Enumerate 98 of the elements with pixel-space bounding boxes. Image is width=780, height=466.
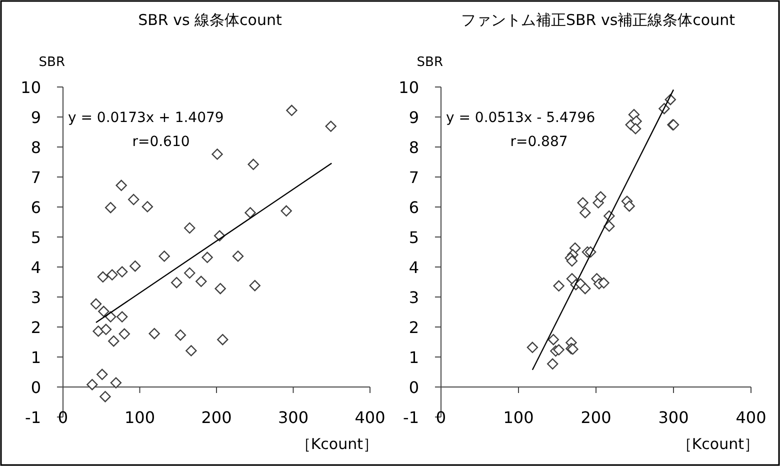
point	[553, 280, 564, 292]
point	[98, 306, 110, 317]
point	[118, 328, 130, 340]
y-tick-label: 7	[408, 168, 419, 187]
point	[128, 194, 140, 206]
point	[100, 391, 111, 402]
y-tick-label: 7	[30, 168, 41, 187]
point	[96, 368, 108, 380]
x-axis-title: ［Kcount］	[676, 435, 759, 453]
y-tick-label: 8	[408, 138, 419, 157]
y-tick-label: 9	[408, 108, 419, 127]
point	[86, 379, 98, 390]
point	[244, 207, 256, 218]
point	[577, 197, 588, 208]
point	[116, 311, 128, 322]
x-tick-label: 400	[736, 408, 766, 427]
y-tick-label: 8	[30, 138, 41, 157]
x-tick-label: 0	[436, 408, 446, 427]
point	[547, 358, 558, 370]
y-tick-label: 6	[408, 198, 419, 217]
point	[100, 324, 112, 335]
x-tick-label: 200	[580, 408, 612, 427]
point	[553, 344, 564, 356]
point	[110, 377, 122, 388]
point	[212, 148, 223, 160]
y-tick-label: -1	[25, 408, 41, 427]
x-axis-title: ［Kcount］	[296, 435, 378, 453]
point	[90, 298, 102, 310]
point	[97, 271, 109, 282]
point	[598, 277, 610, 288]
chart-title: ファントム補正SBR vs補正線条体count	[460, 11, 736, 29]
point	[595, 191, 606, 202]
point	[116, 180, 127, 191]
point	[148, 328, 160, 340]
y-tick-label: 0	[408, 378, 419, 397]
x-tick-label: 300	[658, 408, 689, 427]
y-tick-label: 10	[20, 78, 41, 97]
point	[286, 104, 298, 116]
x-tick-label: 200	[201, 408, 232, 427]
point	[130, 260, 141, 272]
chart-title: SBR vs 線条体count	[138, 11, 282, 29]
y-tick-label: 5	[408, 228, 419, 247]
point	[158, 250, 170, 262]
annotation: y = 0.0173x + 1.4079	[68, 110, 224, 126]
point	[580, 207, 591, 218]
point	[202, 252, 213, 263]
annotation: r=0.887	[510, 134, 568, 150]
point	[604, 220, 615, 232]
y-tick-label: 9	[30, 108, 41, 127]
y-tick-label: 1	[408, 348, 419, 367]
point	[184, 267, 196, 279]
annotation: r=0.610	[132, 134, 190, 150]
point	[566, 273, 578, 284]
point	[184, 222, 196, 234]
point	[104, 311, 116, 322]
point	[580, 283, 591, 294]
point	[232, 250, 244, 262]
point	[108, 336, 120, 347]
point	[214, 283, 226, 294]
point	[630, 123, 642, 134]
y-tick-label: 1	[30, 348, 41, 367]
x-tick-label: 100	[503, 408, 534, 427]
point	[325, 120, 336, 132]
annotation: y = 0.0513x - 5.4796	[446, 110, 596, 126]
point	[624, 200, 635, 212]
x-tick-label: 100	[124, 408, 156, 427]
point	[548, 334, 559, 346]
point	[196, 276, 207, 287]
y-tick-label: 10	[398, 78, 419, 97]
y-tick-label: 5	[30, 228, 41, 247]
y-tick-label: 6	[30, 198, 41, 217]
x-tick-label: 300	[278, 408, 309, 427]
y-tick-label: -1	[403, 408, 419, 427]
point	[170, 277, 182, 288]
y-axis-title: SBR	[38, 55, 65, 70]
y-tick-label: 3	[408, 288, 419, 307]
y-axis-title: SBR	[416, 55, 443, 70]
y-tick-label: 0	[30, 378, 41, 397]
point	[526, 342, 538, 353]
point	[217, 334, 228, 346]
point	[116, 266, 128, 278]
point	[280, 205, 292, 216]
point	[92, 326, 104, 337]
y-tick-label: 4	[408, 258, 419, 277]
point	[174, 330, 186, 341]
y-tick-label: 3	[30, 288, 41, 307]
x-tick-label: 400	[354, 408, 386, 427]
point	[106, 269, 118, 280]
y-tick-label: 2	[408, 318, 419, 337]
point	[566, 255, 578, 267]
point	[104, 202, 116, 214]
y-tick-label: 4	[30, 258, 41, 277]
y-tick-label: 2	[30, 318, 41, 337]
point	[142, 201, 154, 212]
point	[249, 280, 260, 292]
x-tick-label: 0	[58, 408, 68, 427]
point	[186, 345, 197, 356]
point	[248, 158, 259, 170]
